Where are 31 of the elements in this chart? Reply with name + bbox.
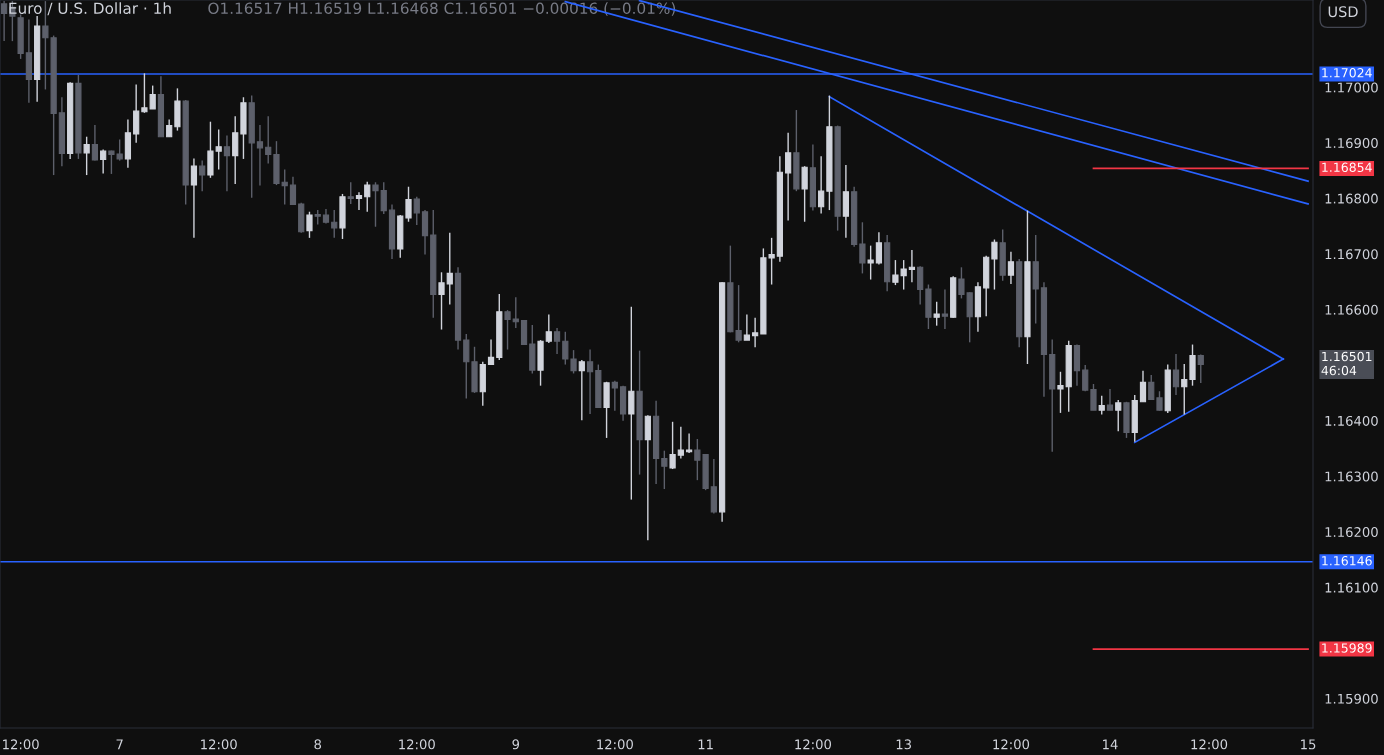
x-tick-label: 12:00 (3, 739, 39, 750)
data-label: 1.16854 (1322, 162, 1372, 173)
y-tick-label: 1.17000 (1325, 82, 1378, 93)
y-tick-label: 1.15900 (1325, 693, 1378, 704)
x-tick-label: 12:00 (1191, 739, 1228, 750)
x-tick-label: 8 (314, 739, 322, 750)
y-tick-label: 1.16800 (1325, 193, 1378, 204)
text: USD (1328, 6, 1358, 18)
x-tick-label: 14 (1103, 739, 1118, 750)
y-tick-label: 1.16700 (1325, 249, 1378, 260)
ref-line-label: 1.17024 (1322, 68, 1372, 78)
x-tick-label: 13 (896, 739, 911, 750)
x-tick-label: 12:00 (597, 739, 633, 750)
y-tick-label: 1.16200 (1325, 527, 1378, 538)
y-tick-label: 1.16100 (1325, 582, 1378, 593)
data-label: 1.15989 (1322, 643, 1372, 653)
ref-line-label: 1.16146 (1322, 556, 1372, 566)
y-tick-label: 1.16600 (1325, 304, 1378, 315)
x-tick-label: 12:00 (201, 739, 237, 750)
x-tick-label: 11 (698, 739, 713, 750)
y-tick-label: 1.16300 (1325, 471, 1378, 482)
x-tick-label: 12:00 (399, 739, 435, 750)
x-tick-label: 15 (1301, 739, 1316, 750)
x-tick-label: 12:00 (795, 739, 832, 750)
chart-title: Euro / U.S. Dollar · 1h (9, 2, 171, 16)
y-tick-label: 1.16900 (1325, 138, 1378, 149)
x-tick-label: 9 (512, 739, 520, 750)
x-tick-label: 12:00 (993, 739, 1030, 750)
text: 1.16501 46:04 (1321, 351, 1372, 376)
x-tick-label: 7 (116, 739, 123, 750)
y-tick-label: 1.16400 (1325, 415, 1378, 426)
